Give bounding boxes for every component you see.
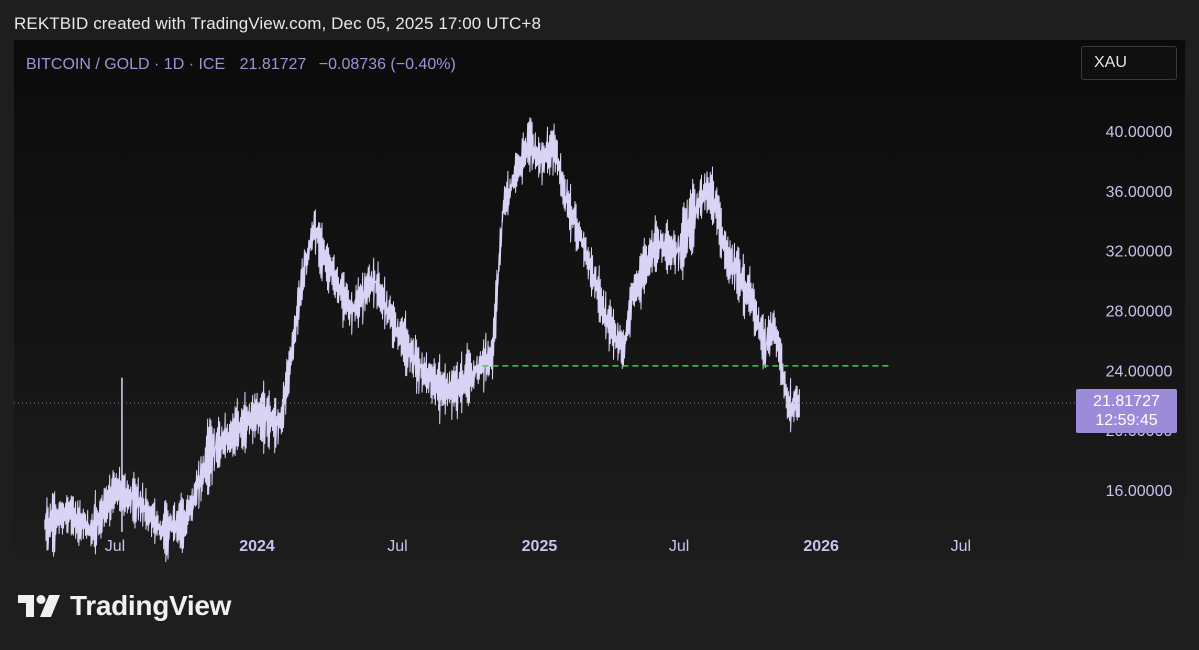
legend-title: BITCOIN / GOLD · 1D · ICE [26,56,226,73]
y-tick-label: 28.00000 [1106,303,1173,320]
y-tick-label: 24.00000 [1106,363,1173,380]
legend-value: 21.81727 [239,56,307,73]
legend-change: −0.08736 (−0.40%) [318,56,456,73]
last-price-tag: 21.81727 12:59:45 [1076,389,1177,433]
tradingview-logo-icon [18,595,60,617]
x-tick-label: Jul [669,538,689,555]
compare-symbol-button[interactable]: XAU [1081,46,1177,80]
x-tick-label: Jul [387,538,407,555]
chart-credit: REKTBID created with TradingView.com, De… [14,14,542,33]
price-series-line[interactable] [44,117,800,562]
y-tick-label: 36.00000 [1106,184,1173,201]
x-tick-label: 2025 [522,538,558,555]
price-chart[interactable]: 16.0000020.0000024.0000028.0000032.00000… [14,40,1185,562]
chart-panel[interactable]: 16.0000020.0000024.0000028.0000032.00000… [14,40,1185,562]
y-tick-label: 40.00000 [1106,124,1173,141]
x-tick-label: 2024 [239,538,275,555]
last-price-value: 21.81727 [1093,393,1160,410]
y-tick-label: 16.00000 [1106,483,1173,500]
y-tick-label: 32.00000 [1106,244,1173,261]
tradingview-logo: TradingView [18,590,231,622]
brand-name: TradingView [70,590,232,621]
x-tick-label: Jul [105,538,125,555]
bar-countdown: 12:59:45 [1095,412,1158,429]
x-tick-label: Jul [951,538,971,555]
x-tick-label: 2026 [803,538,839,555]
chart-legend: BITCOIN / GOLD · 1D · ICE 21.81727 −0.08… [26,56,456,74]
